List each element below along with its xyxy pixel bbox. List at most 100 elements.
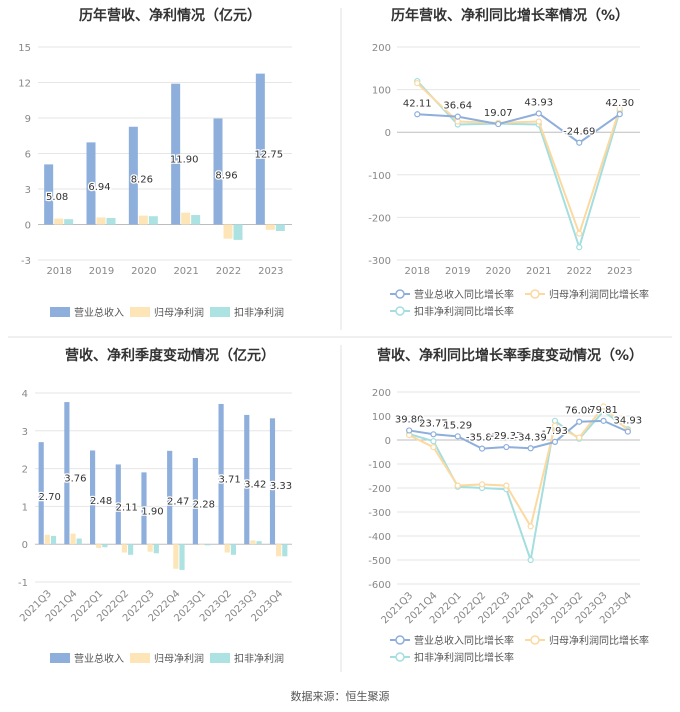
bar-扣非净利润-2021Q4 bbox=[76, 538, 82, 545]
legend-label: 归母净利润 bbox=[154, 652, 204, 665]
point-归母净利润同比增长率-2021 bbox=[535, 118, 542, 125]
bar-营业总收入-2020 bbox=[128, 126, 138, 225]
legend-label: 扣非净利润 bbox=[234, 306, 284, 319]
bar-value-label: 12.75 bbox=[255, 150, 284, 161]
line-value-label: 76.08 bbox=[565, 406, 594, 417]
bar-归母净利润-2022Q1 bbox=[96, 544, 102, 548]
y-tick-label: 15 bbox=[18, 43, 31, 54]
line-value-label: 42.30 bbox=[605, 98, 634, 109]
line-营业总收入同比增长率 bbox=[408, 419, 629, 450]
legend-marker bbox=[395, 306, 405, 316]
bar-value-label: 3.71 bbox=[218, 474, 240, 485]
y-tick-label: 200 bbox=[372, 388, 391, 399]
line-value-label: 15.29 bbox=[443, 420, 472, 431]
bar-营业总收入-2022Q1 bbox=[89, 450, 96, 545]
point-营业总收入同比增长率-2022Q3 bbox=[503, 443, 510, 451]
bar-扣非净利润-2022Q2 bbox=[128, 544, 134, 555]
point-营业总收入同比增长率-2023Q1 bbox=[551, 438, 559, 446]
point-归母净利润同比增长率-2018 bbox=[414, 80, 421, 87]
point-营业总收入同比增长率-2022Q4 bbox=[527, 445, 534, 452]
y-tick-label: 100 bbox=[372, 412, 391, 423]
x-tick-label: 2021 bbox=[173, 266, 198, 277]
annual_bar-title: 历年营收、净利情况（亿元） bbox=[79, 7, 261, 24]
y-tick-label: 0 bbox=[385, 128, 391, 139]
bar-归母净利润-2022 bbox=[223, 224, 233, 239]
bar-归母净利润-2023Q1 bbox=[198, 544, 205, 545]
x-tick-label: 2022 bbox=[567, 266, 592, 277]
quarterly_bar-chart: 营收、净利季度变动情况（亿元）-1012342021Q32021Q42022Q1… bbox=[18, 347, 293, 665]
x-tick-label: 2021 bbox=[526, 266, 551, 277]
bar-营业总收入-2023Q2 bbox=[218, 403, 224, 545]
x-tick-label: 2018 bbox=[46, 266, 71, 277]
legend-marker bbox=[530, 635, 540, 645]
bar-营业总收入-2023Q1 bbox=[192, 458, 198, 545]
bar-扣非净利润-2023Q2 bbox=[230, 544, 237, 555]
line-value-label: -34.39 bbox=[515, 432, 547, 443]
bar-value-label: 3.33 bbox=[270, 481, 292, 492]
legend-label: 营业总收入 bbox=[74, 306, 124, 319]
bar-value-label: 11.90 bbox=[170, 154, 199, 165]
y-tick-label: 3 bbox=[22, 427, 28, 438]
y-tick-label: -1 bbox=[18, 578, 28, 589]
point-归母净利润同比增长率-2022Q4 bbox=[527, 523, 534, 530]
annual_bar-chart: 历年营收、净利情况（亿元） -3 0 3 6 9 12 15 2018 2019 2020 2021 2… bbox=[18, 7, 292, 319]
legend-label: 归母净利润同比增长率 bbox=[549, 634, 649, 647]
bar-归母净利润-2021Q3 bbox=[44, 534, 50, 545]
y-tick-label: 2 bbox=[22, 465, 28, 476]
bar-扣非净利润-2019 bbox=[106, 217, 116, 225]
legend-label: 营业总收入同比增长率 bbox=[414, 634, 514, 647]
point-营业总收入同比增长率-2023 bbox=[616, 111, 623, 118]
bar-扣非净利润-2021 bbox=[191, 215, 201, 225]
legend-swatch bbox=[210, 307, 230, 317]
x-tick-label: 2019 bbox=[445, 266, 470, 277]
y-tick-label: -200 bbox=[368, 484, 391, 495]
legend-marker bbox=[395, 289, 405, 299]
legend-swatch bbox=[130, 653, 150, 663]
bar-营业总收入-2023Q4 bbox=[269, 418, 276, 545]
quarterly_growth-title: 营收、净利同比增长率季度变动情况（%） bbox=[377, 347, 643, 364]
point-归母净利润同比增长率-2021Q4 bbox=[430, 444, 437, 451]
legend-label: 营业总收入同比增长率 bbox=[414, 288, 514, 301]
legend-label: 扣非净利润同比增长率 bbox=[414, 305, 514, 318]
line-value-label: 23.77 bbox=[419, 418, 448, 429]
line-value-label: 39.80 bbox=[395, 414, 424, 425]
bar-营业总收入-2021 bbox=[171, 83, 181, 225]
point-营业总收入同比增长率-2023Q2 bbox=[576, 418, 583, 425]
bar-扣非净利润-2021Q3 bbox=[50, 535, 57, 545]
point-营业总收入同比增长率-2022Q1 bbox=[454, 433, 461, 440]
bar-营业总收入-2022Q4 bbox=[167, 450, 173, 545]
y-tick-label: 6 bbox=[25, 150, 31, 161]
bar-归母净利润-2023 bbox=[265, 224, 275, 230]
y-tick-label: -400 bbox=[368, 532, 391, 543]
bar-value-label: 3.42 bbox=[244, 479, 266, 490]
legend-swatch bbox=[210, 653, 230, 663]
bar-value-label: 8.96 bbox=[215, 171, 237, 182]
bar-value-label: 1.90 bbox=[141, 506, 163, 517]
x-tick-label: 2023 bbox=[607, 266, 632, 277]
y-tick-label: -3 bbox=[21, 256, 31, 267]
x-tick-label: 2019 bbox=[89, 266, 114, 277]
bar-归母净利润-2020 bbox=[138, 215, 148, 225]
annual_growth-chart: 历年营收、净利同比增长率情况（%） -300 -200 -100 0 100 200 2018… bbox=[368, 7, 649, 318]
point-归母净利润同比增长率-2022 bbox=[576, 230, 583, 237]
bar-扣非净利润-2022 bbox=[233, 224, 243, 240]
y-tick-label: -500 bbox=[368, 556, 391, 567]
bar-value-label: 5.08 bbox=[46, 192, 68, 203]
point-归母净利润同比增长率-2022Q2 bbox=[478, 481, 486, 488]
point-扣非净利润同比增长率-2022Q4 bbox=[527, 556, 534, 564]
bar-营业总收入-2021Q4 bbox=[64, 402, 70, 545]
point-营业总收入同比增长率-2021Q4 bbox=[430, 431, 437, 438]
bar-归母净利润-2022Q4 bbox=[173, 544, 179, 569]
line-value-label: 34.93 bbox=[614, 416, 643, 427]
point-扣非净利润同比增长率-2022 bbox=[576, 244, 583, 251]
y-tick-label: 1 bbox=[22, 502, 28, 513]
point-营业总收入同比增长率-2018 bbox=[414, 111, 421, 118]
bar-营业总收入-2022Q3 bbox=[141, 472, 147, 545]
y-tick-label: 9 bbox=[25, 114, 31, 125]
bar-value-label: 3.76 bbox=[64, 473, 86, 484]
line-value-label: -29.37 bbox=[490, 431, 522, 442]
point-归母净利润同比增长率-2022Q3 bbox=[503, 482, 510, 489]
x-tick-label: 2023 bbox=[258, 266, 283, 277]
bar-归母净利润-2023Q2 bbox=[224, 544, 230, 553]
y-tick-label: 12 bbox=[18, 79, 31, 90]
